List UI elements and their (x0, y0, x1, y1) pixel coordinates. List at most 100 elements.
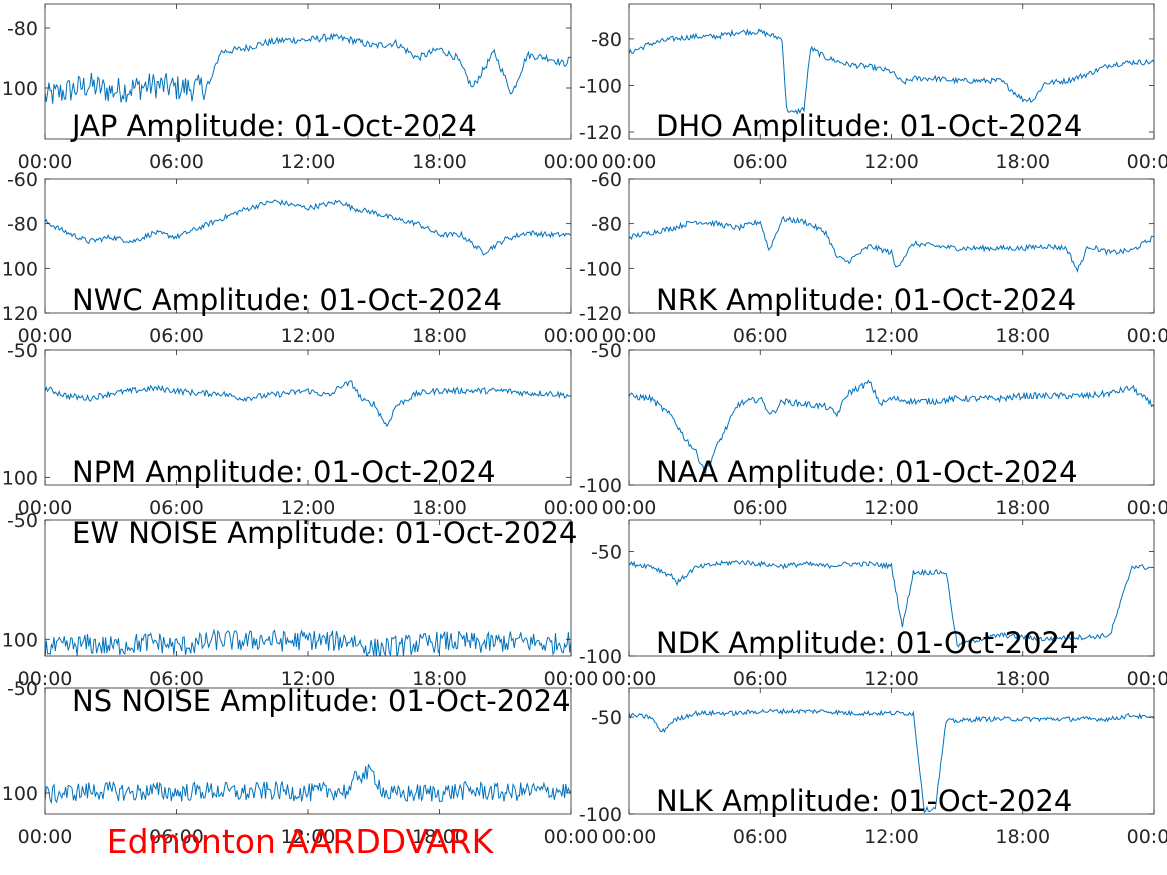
x-tick-label: 00:00 (1127, 826, 1167, 848)
y-tick-label: 100 (2, 783, 38, 805)
x-tick-label: 00:00 (1127, 325, 1167, 347)
x-tick-label: 12:00 (281, 826, 336, 848)
x-tick-label: 00:00 (544, 497, 599, 519)
y-tick-label: -80 (7, 18, 38, 40)
y-tick-label: -50 (7, 510, 38, 532)
subplot-title: NWC Amplitude: 01-Oct-2024 (72, 283, 502, 317)
y-tick-label: 100 (2, 629, 38, 651)
x-tick-label: 00:00 (18, 325, 73, 347)
x-tick-label: 00:00 (544, 151, 599, 173)
y-tick-label: -100 (579, 75, 622, 97)
x-tick-label: 06:00 (733, 151, 788, 173)
series-line (45, 32, 571, 104)
y-tick-label: -100 (579, 646, 622, 668)
footer-label: Edmonton AARDDVARK (107, 822, 495, 861)
x-tick-label: 06:00 (149, 497, 204, 519)
subplot-panel: 00:00 06:00 12:00 18:00 00:00 -50 -100 NLK Ampl… (579, 687, 1167, 848)
y-tick-label: -50 (7, 678, 38, 700)
x-tick-label: 00:00 (544, 325, 599, 347)
series-line (629, 28, 1154, 116)
x-tick-label: 00:00 (602, 497, 657, 519)
x-tick-label: 00:00 (602, 668, 657, 690)
subplot-title: DHO Amplitude: 01-Oct-2024 (656, 109, 1082, 143)
x-tick-label: 12:00 (281, 497, 336, 519)
y-tick-label: 100 (2, 78, 38, 100)
y-tick-label: -100 (579, 475, 622, 497)
y-tick-label: -50 (591, 541, 622, 563)
x-tick-label: 18:00 (412, 325, 467, 347)
series-line (629, 559, 1154, 648)
y-tick-label: -100 (579, 258, 622, 280)
x-tick-label: 06:00 (149, 151, 204, 173)
subplot-title: NAA Amplitude: 01-Oct-2024 (656, 455, 1078, 489)
x-tick-label: 00:00 (602, 151, 657, 173)
subplot-panel: 00:00 06:00 12:00 18:00 00:00 -50 100 NS NOISE … (2, 678, 599, 848)
subplot-panel: 00:00 06:00 12:00 18:00 00:00 -80 -100 -120 DHO … (579, 3, 1167, 173)
y-tick-label: -50 (7, 340, 38, 362)
y-tick-label: -50 (591, 707, 622, 729)
x-tick-label: 00:00 (18, 826, 73, 848)
series-line (629, 215, 1154, 273)
subplot-title: JAP Amplitude: 01-Oct-2024 (70, 109, 477, 143)
subplot-panel: 00:00 06:00 12:00 18:00 00:00 -50 100 NPM Ampli… (2, 340, 599, 519)
subplot-panel: 00:00 06:00 12:00 18:00 00:00 -60 -80 100 120 NWC… (2, 169, 599, 347)
y-tick-label: 100 (2, 258, 38, 280)
subplot-panel: 00:00 06:00 12:00 18:00 00:00 -50 100 EW NOISE … (2, 510, 599, 690)
x-tick-label: 06:00 (733, 325, 788, 347)
subplot-title: EW NOISE Amplitude: 01-Oct-2024 (72, 516, 577, 550)
subplot-panel: 00:00 06:00 12:00 18:00 00:00 -80 100 JAP Ampli… (2, 3, 599, 173)
x-tick-label: 06:00 (733, 497, 788, 519)
y-tick-label: -80 (7, 214, 38, 236)
x-tick-label: 12:00 (864, 826, 919, 848)
y-tick-label: -50 (591, 340, 622, 362)
subplot-title: NDK Amplitude: 01-Oct-2024 (656, 626, 1078, 660)
x-tick-label: 00:00 (18, 668, 73, 690)
series-line (45, 199, 571, 256)
series-line (45, 628, 571, 656)
series-line (45, 763, 571, 805)
x-tick-label: 12:00 (281, 668, 336, 690)
y-tick-label: -120 (579, 303, 622, 325)
y-tick-label: 120 (2, 303, 38, 325)
x-tick-label: 12:00 (864, 325, 919, 347)
x-tick-label: 00:00 (602, 325, 657, 347)
x-tick-label: 18:00 (995, 325, 1050, 347)
subplot-title: NRK Amplitude: 01-Oct-2024 (656, 283, 1076, 317)
x-tick-label: 12:00 (864, 668, 919, 690)
y-tick-label: -80 (591, 214, 622, 236)
x-tick-label: 18:00 (412, 668, 467, 690)
x-tick-label: 12:00 (281, 325, 336, 347)
x-tick-label: 12:00 (864, 497, 919, 519)
x-tick-label: 18:00 (995, 826, 1050, 848)
subplot-title: NLK Amplitude: 01-Oct-2024 (656, 784, 1072, 818)
series-line (629, 379, 1154, 475)
x-tick-label: 12:00 (281, 151, 336, 173)
y-tick-label: 100 (2, 467, 38, 489)
x-tick-label: 00:00 (18, 497, 73, 519)
x-tick-label: 18:00 (995, 151, 1050, 173)
x-tick-label: 00:00 (1127, 151, 1167, 173)
subplot-panel: 00:00 06:00 12:00 18:00 00:00 -50 -100 NAA Ampl… (579, 340, 1167, 519)
x-tick-label: 00:00 (18, 151, 73, 173)
y-tick-label: -120 (579, 122, 622, 144)
x-tick-label: 18:00 (412, 826, 467, 848)
y-tick-label: -100 (579, 804, 622, 826)
x-tick-label: 18:00 (412, 497, 467, 519)
x-tick-label: 06:00 (149, 826, 204, 848)
x-tick-label: 00:00 (1127, 668, 1167, 690)
x-tick-label: 00:00 (544, 668, 599, 690)
x-tick-label: 18:00 (995, 668, 1050, 690)
y-tick-label: -80 (591, 29, 622, 51)
x-tick-label: 06:00 (149, 325, 204, 347)
x-tick-label: 12:00 (864, 151, 919, 173)
subplot-panel: 00:00 06:00 12:00 18:00 00:00 -50 -100 NDK Ampl… (579, 519, 1167, 690)
subplot-title: NS NOISE Amplitude: 01-Oct-2024 (72, 684, 571, 718)
y-tick-label: -60 (591, 169, 622, 191)
x-tick-label: 00:00 (1127, 497, 1167, 519)
x-tick-label: 06:00 (149, 668, 204, 690)
x-tick-label: 06:00 (733, 668, 788, 690)
x-tick-label: 18:00 (412, 151, 467, 173)
x-tick-label: 06:00 (733, 826, 788, 848)
subplot-title: NPM Amplitude: 01-Oct-2024 (72, 455, 496, 489)
